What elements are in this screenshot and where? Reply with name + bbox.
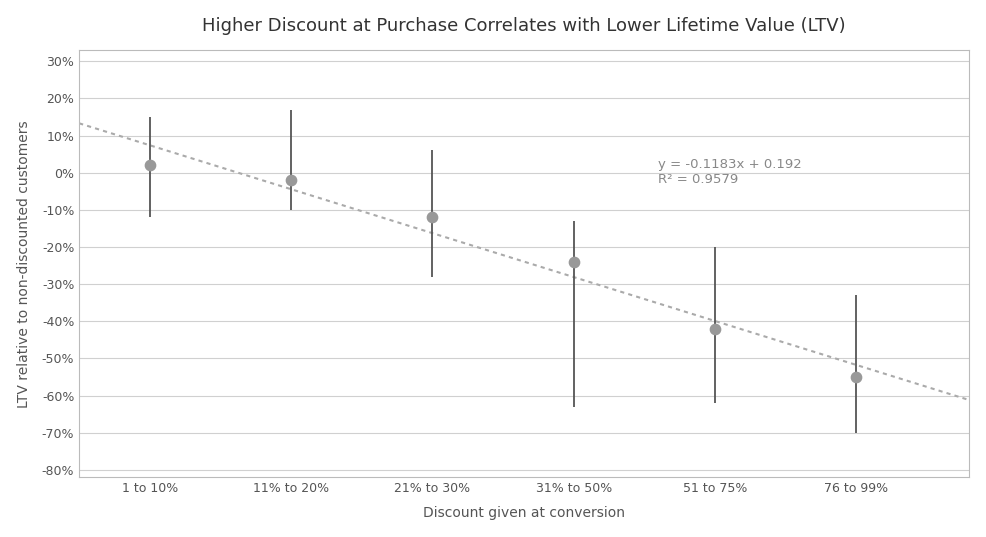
Point xyxy=(848,373,864,381)
Point xyxy=(707,324,723,333)
Y-axis label: LTV relative to non-discounted customers: LTV relative to non-discounted customers xyxy=(17,120,31,408)
Title: Higher Discount at Purchase Correlates with Lower Lifetime Value (LTV): Higher Discount at Purchase Correlates w… xyxy=(202,17,846,35)
Point xyxy=(566,258,582,266)
Text: y = -0.1183x + 0.192
R² = 0.9579: y = -0.1183x + 0.192 R² = 0.9579 xyxy=(659,158,803,186)
Point xyxy=(142,161,158,170)
Point xyxy=(425,213,441,222)
X-axis label: Discount given at conversion: Discount given at conversion xyxy=(423,506,625,520)
Point xyxy=(283,176,299,184)
